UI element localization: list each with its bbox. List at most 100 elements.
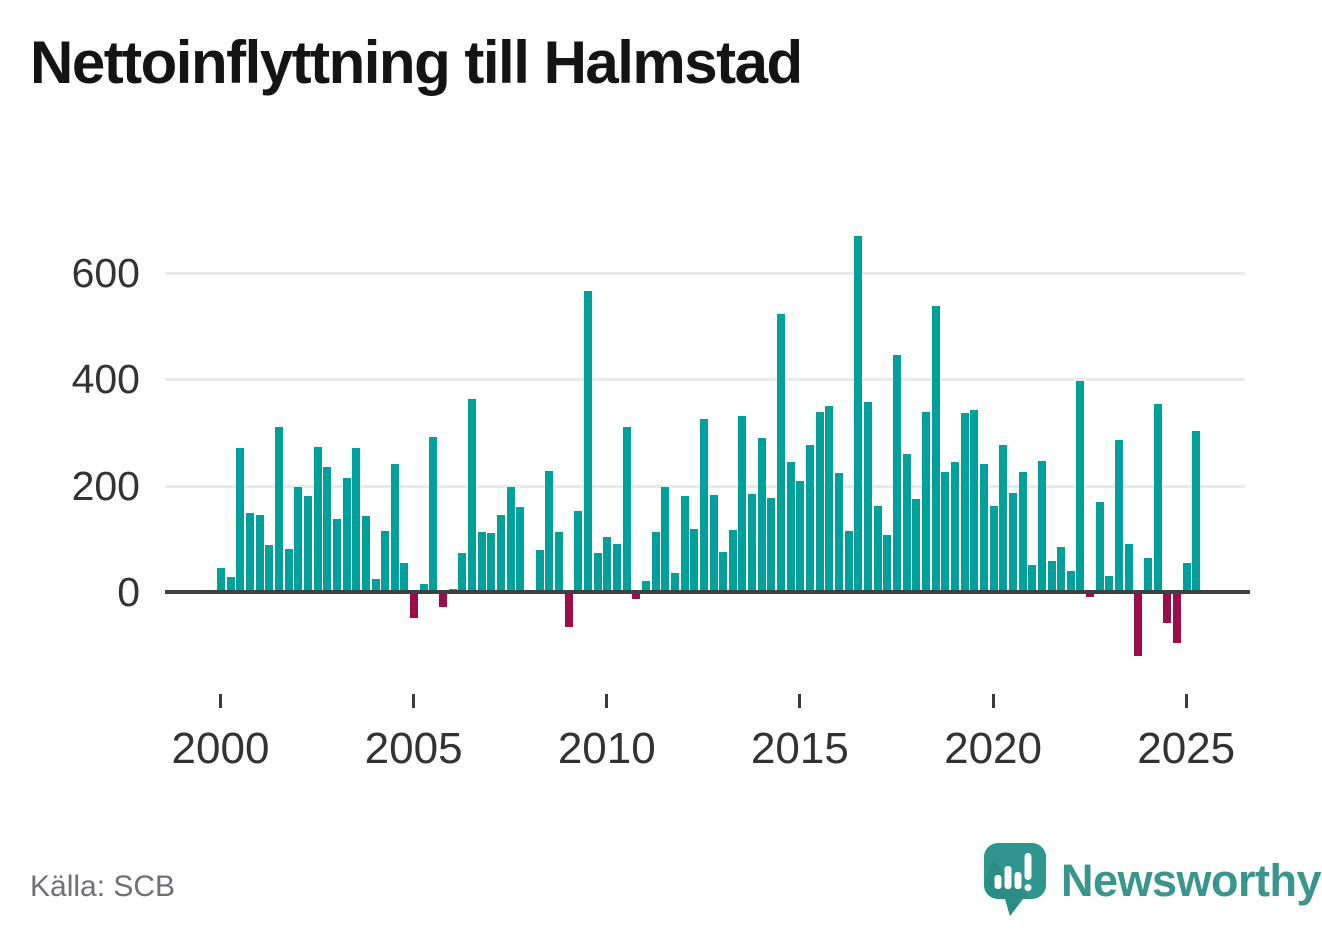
- x-axis-tick-2005: [412, 694, 416, 708]
- bar-2002-Q1: [294, 487, 303, 592]
- bar-2019-Q2: [960, 413, 969, 592]
- bar-2014-Q1: [757, 437, 766, 592]
- bar-2017-Q2: [883, 534, 892, 592]
- bar-2009-Q2: [574, 511, 583, 592]
- bar-2008-Q4: [554, 531, 563, 592]
- y-axis-label-400: 400: [71, 356, 140, 403]
- bar-2009-Q3: [583, 291, 592, 592]
- bar-2003-Q3: [352, 447, 361, 592]
- bar-2007-Q3: [506, 486, 515, 592]
- bar-2020-Q2: [999, 445, 1008, 592]
- x-axis-tick-2025: [1184, 694, 1188, 708]
- bar-2016-Q1: [835, 473, 844, 592]
- bar-2003-Q4: [361, 516, 370, 592]
- x-axis-label-2025: 2025: [1137, 724, 1236, 773]
- x-axis-label-2000: 2000: [171, 724, 270, 773]
- bar-2018-Q2: [921, 412, 930, 592]
- bar-2007-Q2: [497, 515, 506, 592]
- bar-2015-Q4: [825, 405, 834, 592]
- bar-2001-Q3: [274, 427, 283, 592]
- bar-2011-Q2: [651, 532, 660, 592]
- bar-2018-Q1: [912, 498, 921, 592]
- bar-2020-Q4: [1018, 472, 1027, 592]
- bar-2011-Q4: [670, 573, 679, 592]
- x-axis-label-2010: 2010: [557, 724, 656, 773]
- bar-2005-Q1: [410, 592, 419, 618]
- x-axis-tick-2020: [991, 694, 995, 708]
- bar-2014-Q4: [786, 462, 795, 592]
- bar-2001-Q4: [284, 549, 293, 592]
- bar-2014-Q3: [777, 313, 786, 592]
- bar-2022-Q3: [1086, 592, 1095, 597]
- bar-2013-Q3: [738, 416, 747, 592]
- bar-2020-Q3: [1008, 492, 1017, 592]
- bar-2007-Q4: [516, 506, 525, 592]
- bar-2008-Q3: [545, 471, 554, 592]
- bar-2012-Q1: [680, 496, 689, 592]
- bar-2015-Q3: [815, 411, 824, 592]
- bar-2015-Q2: [806, 445, 815, 592]
- bar-2023-Q1: [1105, 576, 1114, 592]
- bar-2012-Q3: [699, 419, 708, 592]
- bar-2009-Q1: [564, 592, 573, 627]
- source-label: Källa: SCB: [30, 870, 176, 903]
- x-axis-label-2020: 2020: [944, 724, 1042, 773]
- bar-2003-Q2: [342, 477, 351, 592]
- bar-2024-Q1: [1144, 557, 1153, 592]
- bar-2016-Q4: [864, 402, 873, 592]
- bar-2006-Q4: [477, 532, 486, 592]
- gridline-y-400: [165, 378, 1245, 382]
- bar-2014-Q2: [767, 497, 776, 592]
- bar-2023-Q4: [1134, 592, 1143, 656]
- bar-2021-Q2: [1037, 460, 1046, 592]
- bar-2004-Q2: [381, 531, 390, 592]
- x-axis-tick-2010: [605, 694, 609, 708]
- bar-2003-Q1: [332, 519, 341, 592]
- bar-2010-Q2: [612, 544, 621, 592]
- bar-2024-Q2: [1153, 404, 1162, 592]
- bar-2001-Q1: [255, 515, 264, 592]
- y-axis-label-200: 200: [71, 462, 140, 509]
- chart-title: Nettoinflyttning till Halmstad: [30, 29, 803, 96]
- x-axis-tick-2015: [798, 694, 802, 708]
- bar-2016-Q2: [844, 530, 853, 592]
- logo-exclamation-dot: [1024, 884, 1032, 891]
- bar-2005-Q4: [439, 592, 448, 608]
- bar-2002-Q4: [323, 466, 332, 592]
- bar-2005-Q3: [429, 437, 438, 592]
- bar-2001-Q2: [265, 545, 274, 592]
- bar-2011-Q3: [661, 487, 670, 592]
- bar-2025-Q2: [1192, 430, 1201, 592]
- bar-2009-Q4: [593, 553, 602, 592]
- x-axis-label-2005: 2005: [364, 724, 463, 773]
- bar-2021-Q1: [1028, 565, 1037, 592]
- bar-2021-Q4: [1057, 547, 1066, 592]
- bar-2000-Q4: [245, 513, 254, 592]
- bar-2018-Q4: [941, 472, 950, 592]
- bar-2018-Q3: [931, 306, 940, 592]
- logo-bar-3: [1014, 872, 1022, 889]
- bar-2004-Q3: [390, 464, 399, 592]
- bar-2011-Q1: [641, 581, 650, 592]
- bar-2000-Q2: [226, 577, 235, 592]
- logo-bar-2: [1004, 866, 1012, 889]
- bar-2019-Q3: [970, 410, 979, 592]
- bar-2015-Q1: [796, 481, 805, 592]
- x-axis-label-2015: 2015: [750, 724, 849, 773]
- bar-2025-Q1: [1182, 562, 1191, 592]
- bar-2021-Q3: [1047, 560, 1056, 592]
- bar-2017-Q4: [902, 454, 911, 592]
- bar-2016-Q3: [854, 235, 863, 592]
- gridline-y-600: [165, 271, 1245, 275]
- bar-2019-Q1: [950, 461, 959, 592]
- bar-2010-Q1: [603, 537, 612, 592]
- bar-2023-Q3: [1124, 544, 1133, 592]
- bar-2017-Q3: [892, 354, 901, 592]
- bar-2008-Q2: [535, 549, 544, 592]
- bar-2007-Q1: [487, 532, 496, 592]
- logo-exclamation-bar: [1024, 853, 1032, 880]
- y-axis-label-0: 0: [117, 569, 140, 615]
- bar-2010-Q3: [622, 427, 631, 592]
